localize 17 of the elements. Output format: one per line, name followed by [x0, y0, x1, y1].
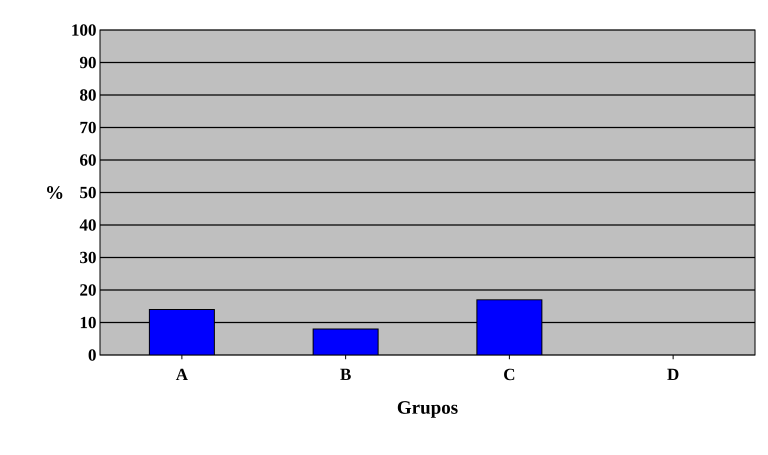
y-tick-label: 20: [80, 284, 96, 296]
y-tick-label: 80: [80, 89, 96, 101]
y-tick-label: 30: [80, 252, 96, 264]
x-tick-label: D: [667, 368, 678, 380]
y-tick-label: 70: [80, 122, 96, 134]
x-tick-label: A: [176, 368, 188, 380]
y-axis-title: %: [47, 186, 62, 199]
y-tick-label: 100: [72, 24, 96, 36]
x-axis-title: Grupos: [398, 401, 458, 418]
y-tick-label: 10: [80, 316, 96, 328]
y-tick-label: 60: [80, 154, 96, 166]
y-tick-label: 90: [80, 56, 96, 68]
x-tick-label: C: [504, 368, 514, 380]
y-tick-label: 40: [80, 219, 96, 231]
y-tick-label: 50: [80, 186, 96, 198]
x-tick-label: B: [340, 368, 351, 380]
y-tick-label: 0: [88, 349, 96, 361]
